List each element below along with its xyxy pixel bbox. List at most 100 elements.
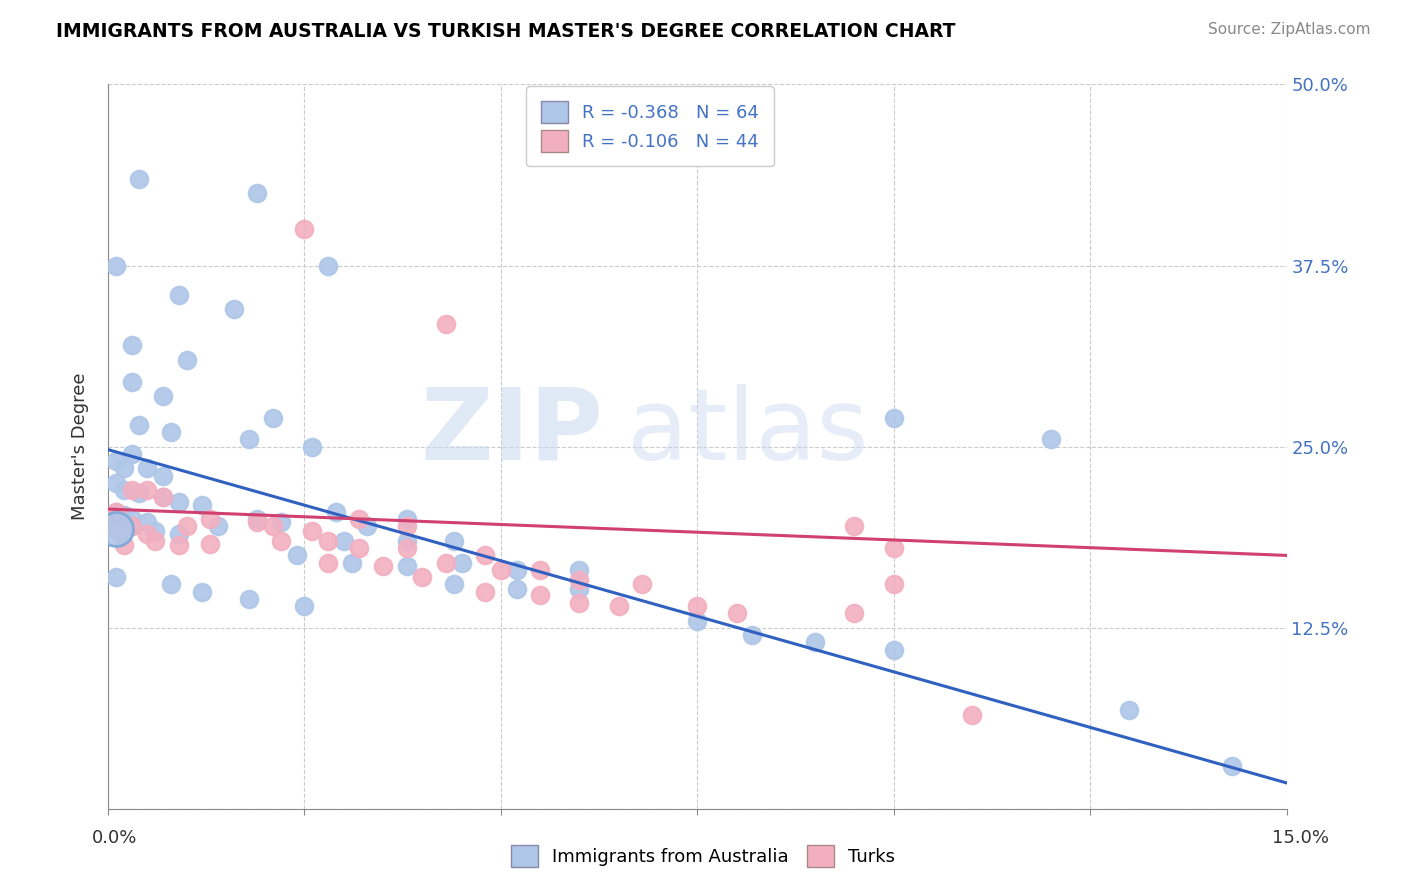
Point: [883, 541, 905, 556]
Point: [104, 454, 127, 468]
Point: [371, 558, 394, 573]
Point: [167, 495, 190, 509]
Point: [741, 628, 763, 642]
Point: [489, 563, 512, 577]
Point: [434, 556, 457, 570]
Point: [152, 389, 174, 403]
Point: [474, 549, 496, 563]
Point: [104, 505, 127, 519]
Point: [804, 635, 827, 649]
Point: [686, 599, 709, 614]
Point: [434, 317, 457, 331]
Point: [883, 642, 905, 657]
Point: [505, 563, 527, 577]
Point: [191, 498, 214, 512]
Point: [222, 301, 245, 316]
Point: [160, 425, 183, 440]
Y-axis label: Master's Degree: Master's Degree: [72, 373, 89, 520]
Point: [121, 512, 143, 526]
Text: Source: ZipAtlas.com: Source: ZipAtlas.com: [1208, 22, 1371, 37]
Point: [104, 259, 127, 273]
Point: [1118, 703, 1140, 717]
Point: [152, 468, 174, 483]
Point: [301, 440, 323, 454]
Point: [198, 512, 221, 526]
Point: [316, 533, 339, 548]
Point: [316, 556, 339, 570]
Point: [167, 538, 190, 552]
Point: [395, 541, 418, 556]
Point: [356, 519, 378, 533]
Point: [136, 483, 159, 498]
Point: [349, 541, 371, 556]
Point: [121, 447, 143, 461]
Point: [152, 491, 174, 505]
Point: [474, 584, 496, 599]
Point: [294, 599, 316, 614]
Point: [104, 522, 127, 536]
Point: [104, 522, 127, 536]
Point: [568, 582, 591, 596]
Point: [686, 614, 709, 628]
Point: [238, 591, 260, 606]
Point: [844, 519, 866, 533]
Legend: R = -0.368   N = 64, R = -0.106   N = 44: R = -0.368 N = 64, R = -0.106 N = 44: [526, 87, 773, 167]
Point: [883, 410, 905, 425]
Point: [529, 563, 551, 577]
Point: [246, 515, 269, 529]
Point: [128, 486, 150, 500]
Point: [411, 570, 433, 584]
Point: [143, 524, 166, 538]
Point: [1039, 433, 1062, 447]
Point: [529, 588, 551, 602]
Point: [301, 524, 323, 538]
Point: [104, 475, 127, 490]
Point: [443, 577, 465, 591]
Point: [112, 508, 135, 522]
Text: 0.0%: 0.0%: [91, 829, 136, 847]
Point: [191, 584, 214, 599]
Point: [607, 599, 630, 614]
Point: [128, 171, 150, 186]
Point: [395, 533, 418, 548]
Point: [450, 556, 472, 570]
Point: [443, 533, 465, 548]
Point: [136, 515, 159, 529]
Point: [340, 556, 363, 570]
Point: [121, 519, 143, 533]
Point: [104, 505, 127, 519]
Point: [121, 483, 143, 498]
Point: [167, 526, 190, 541]
Point: [1220, 758, 1243, 772]
Point: [844, 607, 866, 621]
Point: [568, 563, 591, 577]
Legend: Immigrants from Australia, Turks: Immigrants from Australia, Turks: [503, 838, 903, 874]
Point: [238, 433, 260, 447]
Point: [962, 707, 984, 722]
Point: [568, 573, 591, 587]
Point: [725, 607, 748, 621]
Point: [176, 352, 198, 367]
Point: [104, 570, 127, 584]
Point: [128, 417, 150, 432]
Point: [176, 519, 198, 533]
Point: [143, 533, 166, 548]
Point: [246, 186, 269, 201]
Text: 15.0%: 15.0%: [1271, 829, 1329, 847]
Point: [270, 515, 292, 529]
Point: [207, 519, 229, 533]
Text: IMMIGRANTS FROM AUSTRALIA VS TURKISH MASTER'S DEGREE CORRELATION CHART: IMMIGRANTS FROM AUSTRALIA VS TURKISH MAS…: [56, 22, 956, 41]
Point: [395, 558, 418, 573]
Point: [262, 519, 284, 533]
Point: [136, 526, 159, 541]
Point: [285, 549, 308, 563]
Point: [270, 533, 292, 548]
Point: [136, 461, 159, 475]
Text: atlas: atlas: [627, 384, 868, 481]
Point: [294, 222, 316, 236]
Point: [631, 577, 654, 591]
Point: [316, 259, 339, 273]
Point: [152, 491, 174, 505]
Point: [246, 512, 269, 526]
Point: [112, 483, 135, 498]
